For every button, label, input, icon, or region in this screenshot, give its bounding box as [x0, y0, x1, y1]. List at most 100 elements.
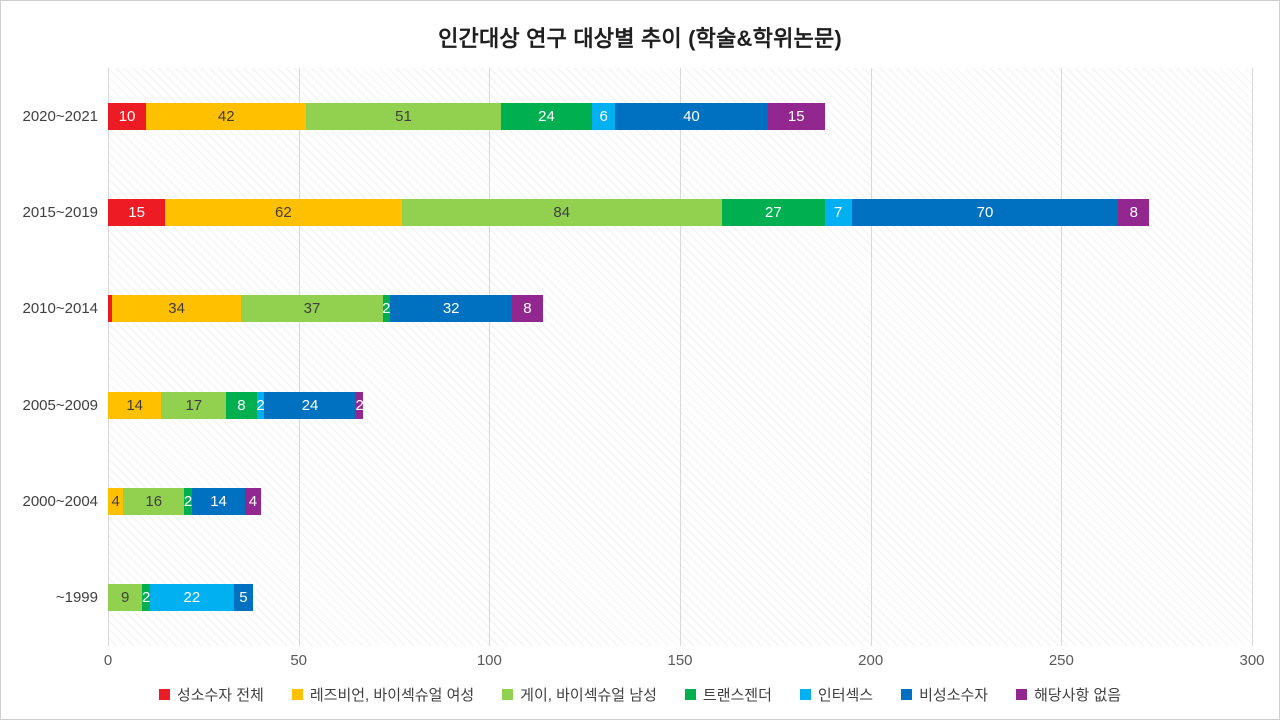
legend-label: 트랜스젠더: [702, 687, 772, 704]
legend-label: 해당사항 없음: [1034, 687, 1122, 704]
bar-segment-label: 70: [976, 203, 994, 221]
bar-row: 34 37 2 32 8: [108, 261, 1252, 357]
bar-row: 4 16 2 14 4: [108, 453, 1252, 549]
x-tick-label: 0: [103, 652, 113, 669]
gridline: [1061, 68, 1063, 646]
x-tick-label: 50: [290, 652, 307, 669]
bar-row: 10 42 51 24 6 40 15: [108, 68, 1252, 164]
bar-segment: 4: [108, 487, 124, 515]
plot-area: 10 42 51 24 6 40 15 15 62 84 27 7 70 8 34 37 2 32 8 14 17 8 2 2…: [108, 68, 1253, 646]
bar-segment: 62: [165, 198, 402, 226]
category-label: ~1999: [55, 589, 98, 607]
bar-segment: 10: [108, 102, 147, 130]
bar-segment-label: 7: [834, 203, 843, 221]
bar-segment: 7: [824, 198, 852, 226]
stacked-bar: 9 2 22 5: [108, 584, 253, 612]
bar-segment-label: 24: [301, 396, 319, 414]
x-tick-label: 100: [476, 652, 502, 669]
bar-segment-label: 22: [183, 589, 201, 607]
bar-segment-label: 24: [538, 107, 555, 125]
legend-item: 비성소수자: [901, 684, 988, 705]
gridline: [108, 68, 109, 646]
bar-segment: 8: [512, 295, 543, 323]
bar-segment: 2: [183, 487, 193, 515]
bar-segment-label: 2: [141, 589, 151, 607]
legend-swatch: [502, 689, 514, 700]
bar-segment: 14: [108, 391, 162, 419]
legend-item: 해당사항 없음: [1016, 684, 1121, 705]
bar-segment-label: 42: [217, 107, 235, 125]
bar-segment: 16: [123, 487, 185, 515]
bar-segment-label: 17: [185, 396, 203, 414]
gridline: [1252, 68, 1253, 646]
bar-segment-label: 6: [599, 107, 608, 125]
bar-segment-label: 14: [210, 492, 227, 510]
legend-item: 성소수자 전체: [158, 684, 264, 705]
category-label: 2005~2009: [22, 396, 99, 414]
legend-label: 레즈비언, 바이섹슈얼 여성: [309, 687, 475, 704]
bar-segment: 2: [382, 295, 391, 323]
bar-segment-label: 5: [239, 589, 248, 607]
stacked-bar: 4 16 2 14 4: [108, 487, 261, 515]
bar-segment: 9: [108, 584, 143, 612]
bar-segment-label: 37: [303, 300, 321, 318]
bar-segment-label: 15: [128, 203, 145, 221]
stacked-bar: 15 62 84 27 7 70 8: [108, 198, 1149, 226]
legend-swatch: [158, 689, 170, 700]
bar-segment: 70: [851, 198, 1119, 226]
bar-segment: 37: [241, 295, 383, 323]
bar-segment: 15: [108, 198, 166, 226]
bar-segment-label: 4: [248, 492, 258, 510]
legend-item: 레즈비언, 바이섹슈얼 여성: [291, 684, 475, 705]
category-label: 2000~2004: [22, 492, 99, 510]
legend-label: 게이, 바이섹슈얼 남성: [520, 687, 657, 704]
x-tick-label: 150: [667, 652, 693, 669]
legend-item: 게이, 바이섹슈얼 남성: [502, 684, 657, 705]
bar-segment-label: 27: [765, 203, 782, 221]
bar-row: 15 62 84 27 7 70 8: [108, 164, 1252, 260]
bar-row: 14 17 8 2 24 2: [108, 357, 1252, 453]
bar-segment: 84: [401, 198, 722, 226]
bar-segment: 14: [191, 487, 246, 515]
bar-segment: 15: [767, 102, 825, 130]
legend-label: 성소수자 전체: [176, 687, 264, 704]
bar-segment-label: 9: [120, 589, 130, 607]
category-label: 2015~2019: [22, 203, 99, 221]
bar-segment: 8: [1118, 198, 1149, 226]
x-tick-label: 300: [1239, 652, 1265, 669]
stacked-bar: 14 17 8 2 24 2: [108, 391, 364, 419]
bar-segment: 2: [141, 584, 151, 612]
bar-segment: 2: [256, 391, 265, 419]
x-tick-label: 250: [1048, 652, 1074, 669]
bar-segment-label: 8: [1129, 203, 1138, 221]
stacked-bar: 34 37 2 32 8: [108, 295, 543, 323]
bar-segment-label: 10: [118, 107, 136, 125]
bar-segment-label: 8: [237, 396, 246, 414]
bar-segment: 32: [390, 295, 513, 323]
legend-item: 트랜스젠더: [684, 684, 772, 705]
bar-segment: 42: [146, 102, 307, 130]
bar-segment: 27: [721, 198, 825, 226]
stacked-bar: 10 42 51 24 6 40 15: [108, 102, 825, 130]
legend-swatch: [1016, 689, 1028, 700]
bar-segment: 22: [149, 584, 234, 612]
bar-segment: 40: [615, 102, 768, 130]
gridline: [298, 68, 300, 646]
bar-segment-label: 51: [395, 107, 412, 125]
bar-segment-label: 2: [355, 396, 364, 414]
gridline: [680, 68, 681, 646]
bar-segment: 24: [264, 391, 356, 419]
bar-segment: 34: [111, 295, 242, 323]
bar-segment: 5: [233, 584, 253, 612]
legend-swatch: [799, 689, 811, 700]
legend-swatch: [291, 689, 303, 700]
legend: 성소수자 전체 레즈비언, 바이섹슈얼 여성 게이, 바이섹슈얼 남성 트랜스젠더 인터…: [1, 684, 1279, 705]
bar-segment-label: 62: [275, 203, 292, 221]
bar-segment: 6: [592, 102, 616, 130]
chart-title: 인간대상 연구 대상별 추이 (학술&학위논문): [438, 26, 842, 51]
bar-segment-label: 2: [183, 492, 193, 510]
bar-segment-label: 84: [553, 203, 571, 221]
bar-segment: 2: [355, 391, 364, 419]
y-axis-labels: 2020~2021 2015~2019 2010~2014 2005~2009 2000…: [1, 68, 99, 646]
